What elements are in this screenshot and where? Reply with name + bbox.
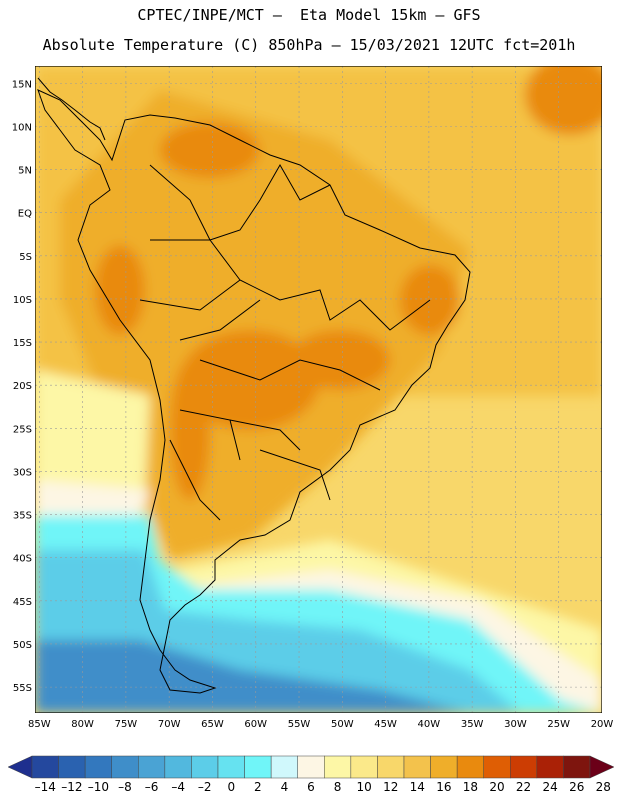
colorbar-label: –10 — [88, 780, 109, 794]
colorbar-label: 10 — [357, 780, 372, 794]
south-america-coast — [37, 89, 471, 694]
colorbar-label: 20 — [489, 780, 504, 794]
field-sw-subtropical — [35, 370, 150, 500]
colorbar-label: –2 — [198, 780, 212, 794]
colorbar-label: 26 — [569, 780, 584, 794]
colorbar-box — [324, 755, 352, 779]
lat-label: 25S — [13, 424, 32, 435]
colorbar-box — [270, 755, 298, 779]
colorbar: –14 –12 –10 –8 –6 –4 –2 0 2 4 6 8 10 12 14 16 18 20 22 24 26… — [7, 755, 615, 794]
colorbar-label: 4 — [281, 780, 289, 794]
lon-label: 20W — [591, 719, 614, 730]
lon-label: 80W — [71, 719, 94, 730]
lat-label: 20S — [13, 381, 32, 392]
temperature-field — [35, 66, 602, 713]
lon-label: 70W — [158, 719, 181, 730]
lat-label: 10S — [13, 295, 32, 306]
latitude-labels: 15N 10N 5N EQ 5S 10S 15S 20S 25S 30S 35S 40S 45S 50S 5… — [12, 79, 32, 694]
colorbar-box — [111, 755, 139, 779]
lat-label: 5N — [18, 166, 32, 177]
lat-label: 55S — [13, 683, 32, 694]
lat-label: 50S — [13, 640, 32, 651]
colorbar-box — [138, 755, 166, 779]
colorbar-label: 16 — [436, 780, 451, 794]
colorbar-label: –4 — [171, 780, 185, 794]
lat-label: 15S — [13, 338, 32, 349]
field-andes-east-hot — [170, 360, 210, 500]
colorbar-box — [377, 755, 405, 779]
colorbar-box — [58, 755, 86, 779]
colorbar-box — [217, 755, 245, 779]
central-america-coast — [37, 77, 106, 141]
lat-label: EQ — [18, 209, 32, 220]
colorbar-box — [164, 755, 192, 779]
lon-label: 35W — [461, 719, 484, 730]
lat-label: 45S — [13, 597, 32, 608]
lon-label: 55W — [288, 719, 311, 730]
colorbar-max-arrow — [589, 755, 615, 779]
colorbar-box — [510, 755, 538, 779]
longitude-labels: 85W 80W 75W 70W 65W 60W 55W 50W 45W 40W 35W 30W 25W 2… — [28, 719, 613, 730]
colorbar-label: 12 — [383, 780, 398, 794]
map-title-line2: Absolute Temperature (C) 850hPa – 15/03/… — [42, 36, 576, 54]
field-peru-hot — [95, 245, 145, 335]
colorbar-box — [297, 755, 325, 779]
lon-label: 40W — [418, 719, 441, 730]
field-coldest — [35, 640, 470, 713]
colorbar-label: –8 — [118, 780, 132, 794]
lon-label: 30W — [504, 719, 527, 730]
lon-label: 45W — [374, 719, 397, 730]
colorbar-label: –12 — [61, 780, 82, 794]
colorbar-label: 18 — [463, 780, 478, 794]
field-cool-w — [35, 480, 150, 520]
lat-label: 30S — [13, 467, 32, 478]
map-title-line1: CPTEC/INPE/MCT – Eta Model 15km – GFS — [137, 6, 481, 24]
field-continent-warm — [60, 90, 470, 560]
field-ne-hot — [525, 66, 602, 135]
colorbar-label: 2 — [254, 780, 262, 794]
lat-label: 15N — [12, 79, 32, 90]
colorbar-label: 28 — [596, 780, 611, 794]
colorbar-label: 8 — [334, 780, 342, 794]
lat-label: 5S — [19, 252, 32, 263]
colorbar-min-arrow — [7, 755, 33, 779]
country-borders — [139, 163, 431, 521]
colorbar-box — [483, 755, 511, 779]
colorbar-box — [563, 755, 591, 779]
lat-label: 40S — [13, 554, 32, 565]
colorbar-box — [31, 755, 59, 779]
lon-label: 85W — [28, 719, 51, 730]
colorbar-box — [191, 755, 219, 779]
colorbar-box — [350, 755, 378, 779]
colorbar-label: 24 — [543, 780, 558, 794]
field-central-hot — [180, 330, 320, 430]
lat-label: 35S — [13, 511, 32, 522]
colorbar-box — [84, 755, 112, 779]
colorbar-label: 22 — [516, 780, 531, 794]
lon-label: 50W — [331, 719, 354, 730]
colorbar-box — [430, 755, 458, 779]
lon-label: 65W — [201, 719, 224, 730]
field-venezuela-hot — [160, 122, 260, 178]
colorbar-box — [403, 755, 431, 779]
colorbar-label: –14 — [35, 780, 56, 794]
lon-label: 75W — [115, 719, 138, 730]
colorbar-label: 6 — [307, 780, 315, 794]
colorbar-box — [536, 755, 564, 779]
coastlines — [37, 77, 471, 694]
colorbar-label: –6 — [145, 780, 159, 794]
colorbar-label: 14 — [410, 780, 425, 794]
colorbar-box — [244, 755, 272, 779]
lon-label: 25W — [547, 719, 570, 730]
colorbar-label: 0 — [227, 780, 235, 794]
lon-label: 60W — [244, 719, 267, 730]
field-minas-hot — [290, 330, 390, 390]
lat-label: 10N — [12, 122, 32, 133]
colorbar-box — [456, 755, 484, 779]
